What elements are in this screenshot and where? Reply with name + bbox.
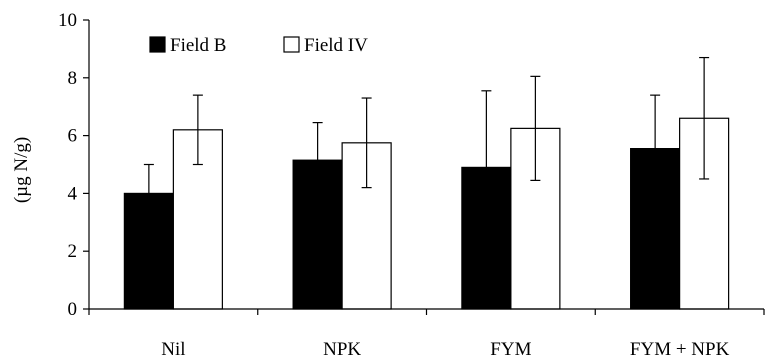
category-label-0: Nil — [161, 339, 185, 360]
y-tick-label-0: 0 — [68, 299, 78, 320]
y-axis-title: (µg N/g) — [11, 137, 32, 203]
y-tick-label-6: 6 — [68, 126, 78, 147]
legend-swatch-1 — [283, 36, 300, 53]
error-bars-layer — [143, 56, 710, 245]
category-label-3: FYM + NPK — [630, 339, 730, 360]
category-label-1: NPK — [323, 339, 361, 360]
y-tick-label-4: 4 — [68, 183, 78, 204]
y-tick-label-8: 8 — [68, 68, 78, 89]
y-tick-label-10: 10 — [58, 10, 77, 31]
category-label-2: FYM — [490, 339, 531, 360]
y-tick-label-2: 2 — [68, 241, 78, 262]
bars-layer — [123, 117, 730, 310]
legend-swatch-0 — [149, 36, 166, 53]
legend-label-0: Field B — [170, 35, 226, 56]
legend: Field B Field IV — [149, 35, 368, 56]
legend-label-1: Field IV — [304, 35, 368, 56]
axes-layer: 0 2 4 6 8 10 Nil NPK FYM FYM + NPK — [58, 10, 765, 360]
